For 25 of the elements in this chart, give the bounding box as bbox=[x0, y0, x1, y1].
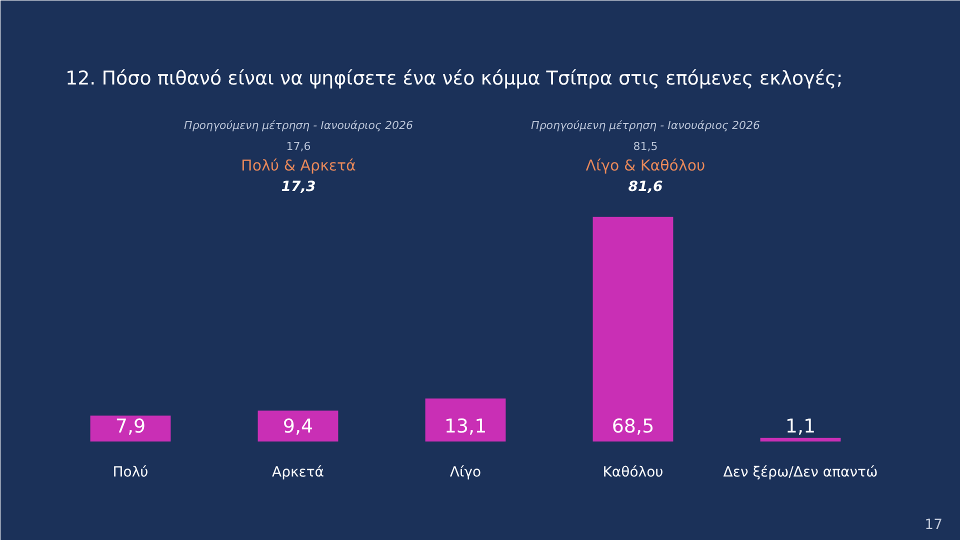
bar bbox=[425, 398, 506, 442]
text: Προηγούμενη μέτρηση - Ιανουάριος 2026 bbox=[184, 119, 413, 132]
data-label: 7,9 bbox=[115, 416, 146, 438]
text: 81,6 bbox=[628, 179, 664, 195]
bar bbox=[258, 410, 338, 442]
x-tick-label: Καθόλου bbox=[602, 464, 664, 480]
bar bbox=[760, 438, 841, 442]
text: Πολύ & Αρκετά bbox=[241, 156, 356, 174]
chart-title: 12. Πόσο πιθανό είναι να ψηφίσετε ένα νέο κόμμα Τσίπρα στις επόμενες εκλογές; bbox=[66, 68, 843, 90]
data-label: 1,1 bbox=[785, 416, 816, 438]
text: Λίγο & Καθόλου bbox=[586, 156, 706, 174]
bar bbox=[592, 216, 674, 442]
x-tick-label: Πολύ bbox=[112, 464, 148, 480]
x-tick-label: Λίγο bbox=[450, 464, 482, 480]
text: 17 bbox=[924, 517, 943, 533]
data-label: 13,1 bbox=[444, 416, 487, 438]
text: 81,5 bbox=[633, 140, 658, 153]
text: 17,3 bbox=[281, 179, 316, 195]
x-tick-label: Αρκετά bbox=[272, 464, 324, 480]
bar bbox=[90, 416, 171, 442]
data-label: 68,5 bbox=[612, 416, 654, 438]
text: Προηγούμενη μέτρηση - Ιανουάριος 2026 bbox=[531, 119, 760, 132]
data-label: 9,4 bbox=[282, 416, 314, 438]
x-tick-label: Δεν ξέρω/Δεν απαντώ bbox=[723, 464, 878, 480]
text: 17,6 bbox=[286, 140, 311, 153]
